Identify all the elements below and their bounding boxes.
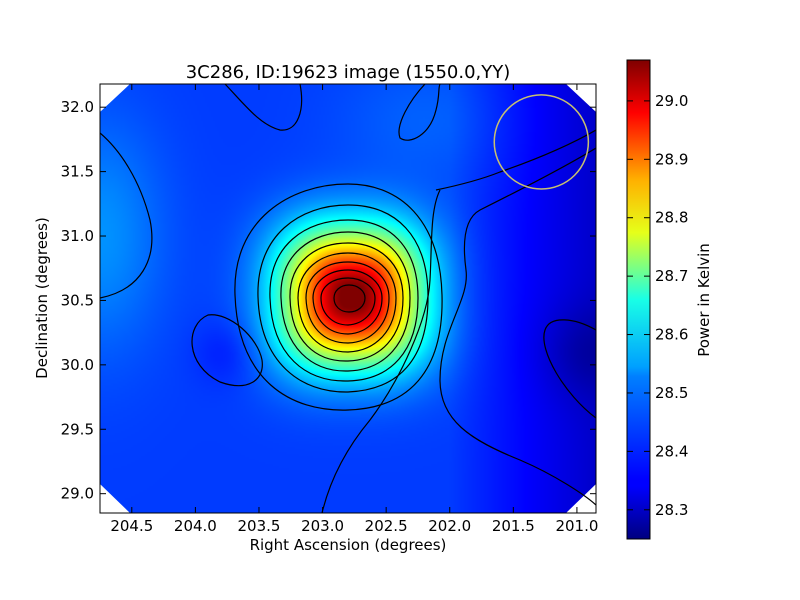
y-tick-label: 31.0 bbox=[61, 227, 94, 245]
contour-upper-right bbox=[435, 129, 596, 191]
contour-source-9 bbox=[320, 277, 376, 326]
contour-diagonal bbox=[439, 147, 596, 506]
colorbar-frame bbox=[626, 59, 651, 540]
x-tick-label: 204.0 bbox=[174, 517, 217, 535]
x-axis-label: Right Ascension (degrees) bbox=[250, 536, 447, 554]
contour-east-lobe bbox=[543, 319, 596, 419]
y-tick-label: 32.0 bbox=[61, 98, 94, 116]
colorbar-label: Power in Kelvin bbox=[695, 243, 713, 357]
heatmap-area bbox=[100, 84, 596, 513]
x-tick-label: 201.5 bbox=[492, 517, 535, 535]
colorbar-tick-label: 28.7 bbox=[655, 267, 688, 285]
y-tick-label: 29.5 bbox=[61, 420, 94, 438]
x-tick-label: 202.5 bbox=[365, 517, 408, 535]
colorbar: 28.3 28.4 28.5 28.6 28.7 28.8 28.9 29.0 Power i… bbox=[626, 59, 713, 540]
x-axis-ticks: 204.5 204.0 203.5 203.0 202.5 202.0 201.5 201.0 bbox=[110, 84, 598, 535]
contour-top-bump bbox=[398, 84, 441, 141]
corner-mask-tl bbox=[100, 84, 130, 112]
x-tick-label: 201.0 bbox=[555, 517, 598, 535]
contour-lower bbox=[321, 189, 441, 513]
beam-circle bbox=[493, 94, 590, 190]
x-tick-label: 203.0 bbox=[301, 517, 344, 535]
contour-left-lobe bbox=[100, 132, 153, 299]
colorbar-tick-label: 28.8 bbox=[655, 209, 688, 227]
contour-source-10 bbox=[333, 284, 366, 313]
colorbar-tick-label: 28.5 bbox=[655, 384, 688, 402]
contour-lines bbox=[100, 84, 596, 513]
contour-west-lobe bbox=[191, 314, 263, 387]
x-tick-label: 204.5 bbox=[110, 517, 153, 535]
colorbar-tick-label: 28.4 bbox=[655, 442, 688, 460]
corner-mask-tr bbox=[566, 84, 596, 112]
colorbar-tick-label: 28.3 bbox=[655, 501, 688, 519]
colorbar-ticks: 28.3 28.4 28.5 28.6 28.7 28.8 28.9 29.0 bbox=[627, 92, 688, 519]
colorbar-tick-label: 28.6 bbox=[655, 326, 688, 344]
colorbar-gradient bbox=[627, 60, 650, 539]
y-tick-label: 30.0 bbox=[61, 356, 94, 374]
x-tick-label: 202.0 bbox=[428, 517, 471, 535]
corner-mask-br bbox=[566, 484, 596, 513]
plot-frame bbox=[99, 83, 597, 514]
corner-mask-bl bbox=[100, 484, 130, 513]
y-tick-label: 31.5 bbox=[61, 163, 94, 181]
y-axis-label: Declination (degrees) bbox=[33, 217, 51, 379]
contour-source-4 bbox=[280, 231, 411, 372]
chart-title: 3C286, ID:19623 image (1550.0,YY) bbox=[186, 62, 511, 83]
contour-source-1 bbox=[234, 183, 443, 411]
y-axis-ticks: 29.0 29.5 30.0 30.5 31.0 31.5 32.0 bbox=[61, 98, 596, 503]
contour-source-8 bbox=[312, 269, 383, 335]
colorbar-tick-label: 28.9 bbox=[655, 150, 688, 168]
colorbar-tick-label: 29.0 bbox=[655, 92, 688, 110]
contour-source-2 bbox=[257, 204, 429, 393]
x-tick-label: 203.5 bbox=[237, 517, 280, 535]
y-tick-label: 29.0 bbox=[61, 485, 94, 503]
contour-source-7 bbox=[305, 261, 390, 344]
contour-source-6 bbox=[297, 252, 397, 353]
y-tick-label: 30.5 bbox=[61, 291, 94, 309]
heatmap-image bbox=[100, 84, 596, 513]
contour-source-5 bbox=[289, 242, 404, 362]
contour-source-3 bbox=[269, 219, 419, 382]
contour-top-dip bbox=[224, 84, 303, 131]
